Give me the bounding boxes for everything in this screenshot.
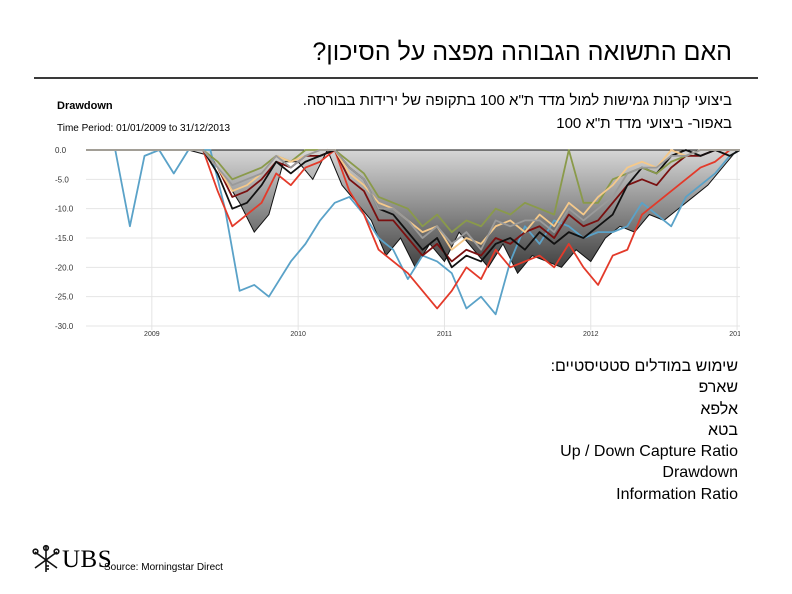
list-item-sharpe: שארפ — [698, 379, 738, 397]
description-line-2: באפור- ביצועי מדד ת"א 100 — [556, 115, 732, 132]
series-line-gray — [86, 149, 740, 251]
footer: UBS Source: Morningstar Direct — [32, 542, 332, 578]
x-tick-label: 2012 — [583, 331, 599, 338]
y-tick-label: -10.0 — [55, 205, 74, 214]
ubs-keys-icon — [32, 544, 60, 572]
y-tick-label: -5.0 — [55, 175, 69, 184]
list-item-capture-ratio: Up / Down Capture Ratio — [560, 443, 738, 461]
ubs-logo-text: UBS — [62, 546, 113, 573]
stats-models-list: שימוש במודלים סטטיסטיים: שארפ אלפא בטא U… — [551, 356, 738, 505]
list-item-information-ratio: Information Ratio — [616, 485, 738, 503]
drawdown-chart-svg: 0.0 -5.0 -10.0 -15.0 -20.0 -25.0 -30.0 2009 2010… — [55, 100, 745, 338]
x-tick-label: 2011 — [437, 331, 452, 338]
description-line-1: ביצועי קרנות גמישות למול מדד ת"א 100 בתק… — [302, 92, 732, 109]
source-note: Source: Morningstar Direct — [104, 562, 223, 573]
y-tick-label: -30.0 — [55, 322, 74, 331]
series-area-TA-100 — [122, 148, 739, 275]
list-heading: שימוש במודלים סטטיסטיים: — [550, 358, 738, 375]
slide-title: האם התשואה הגבוהה מפצה על הסיכון? — [312, 38, 732, 66]
series-line-red — [86, 149, 740, 310]
chart-subtitle: Time Period: 01/01/2009 to 31/12/2013 — [57, 123, 231, 134]
series-line-dark-red — [86, 149, 740, 263]
chart-title: Drawdown — [57, 100, 113, 112]
x-tick-label: 2009 — [144, 331, 160, 338]
list-item-alpha: אלפא — [700, 400, 738, 418]
y-tick-label: 0.0 — [55, 146, 67, 155]
list-item-drawdown: Drawdown — [662, 464, 738, 482]
series-line-cream — [86, 149, 740, 251]
drawdown-chart: 0.0 -5.0 -10.0 -15.0 -20.0 -25.0 -30.0 2009 2010… — [55, 92, 745, 344]
y-tick-label: -20.0 — [55, 263, 74, 272]
x-tick-label: 2013 — [729, 331, 740, 338]
axis-labels: 0.0 -5.0 -10.0 -15.0 -20.0 -25.0 -30.0 2009 2010… — [55, 146, 745, 338]
series-line-light-blue — [86, 149, 741, 316]
index-area — [122, 148, 739, 275]
title-divider — [34, 77, 758, 79]
y-tick-label: -25.0 — [55, 293, 74, 302]
x-tick-label: 2010 — [290, 331, 306, 338]
list-item-beta: בטא — [707, 421, 738, 439]
fund-series — [86, 149, 741, 316]
y-tick-label: -15.0 — [55, 234, 74, 243]
